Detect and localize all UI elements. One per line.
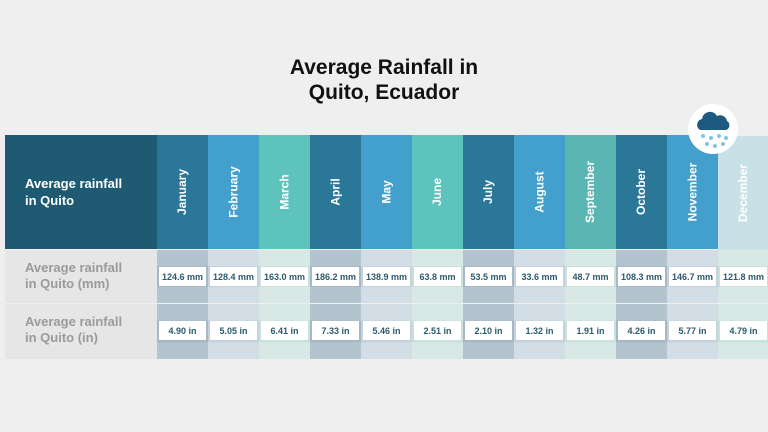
value-label: 128.4 mm bbox=[210, 267, 257, 286]
value-label: 5.05 in bbox=[210, 321, 257, 340]
value-label: 138.9 mm bbox=[363, 267, 410, 286]
rain-cloud-icon bbox=[688, 104, 738, 154]
month-header: October bbox=[616, 135, 667, 249]
month-label: July bbox=[481, 179, 496, 205]
value-cell: 7.33 in bbox=[310, 304, 361, 359]
value-cell: 124.6 mm bbox=[157, 250, 208, 303]
value-label: 186.2 mm bbox=[312, 267, 359, 286]
value-cell: 2.10 in bbox=[463, 304, 514, 359]
value-label: 121.8 mm bbox=[720, 267, 767, 286]
month-label: December bbox=[736, 163, 751, 223]
value-label: 4.79 in bbox=[720, 321, 767, 340]
title-line: Quito, Ecuador bbox=[308, 81, 460, 104]
month-header: December bbox=[718, 136, 768, 250]
value-label: 48.7 mm bbox=[567, 267, 614, 286]
label-line: Average rainfall bbox=[25, 314, 123, 329]
value-label: 2.51 in bbox=[414, 321, 461, 340]
value-label: 5.46 in bbox=[363, 321, 410, 340]
value-label: 108.3 mm bbox=[618, 267, 665, 286]
value-cell: 1.91 in bbox=[565, 304, 616, 359]
month-label: April bbox=[328, 178, 343, 206]
month-header: February bbox=[208, 135, 259, 249]
month-label: March bbox=[277, 174, 292, 210]
month-header: January bbox=[157, 135, 208, 249]
month-label: June bbox=[430, 177, 445, 207]
header-line: in Quito bbox=[25, 193, 75, 208]
month-label: November bbox=[685, 162, 700, 222]
label-line: in Quito (in) bbox=[25, 330, 98, 345]
month-header: November bbox=[667, 135, 718, 249]
month-header: April bbox=[310, 135, 361, 249]
value-label: 63.8 mm bbox=[414, 267, 461, 286]
label-line: in Quito (mm) bbox=[25, 276, 110, 291]
value-cell: 4.79 in bbox=[718, 304, 768, 359]
value-cell: 63.8 mm bbox=[412, 250, 463, 303]
value-label: 5.77 in bbox=[669, 321, 716, 340]
value-cell: 163.0 mm bbox=[259, 250, 310, 303]
month-header: May bbox=[361, 135, 412, 249]
value-label: 1.91 in bbox=[567, 321, 614, 340]
value-cell: 53.5 mm bbox=[463, 250, 514, 303]
month-label: August bbox=[532, 171, 547, 213]
value-cell: 4.90 in bbox=[157, 304, 208, 359]
value-cell: 5.05 in bbox=[208, 304, 259, 359]
value-label: 7.33 in bbox=[312, 321, 359, 340]
value-cell: 4.26 in bbox=[616, 304, 667, 359]
header-label: Average rainfall in Quito bbox=[5, 135, 157, 249]
value-cell: 108.3 mm bbox=[616, 250, 667, 303]
row-label-mm: Average rainfall in Quito (mm) bbox=[5, 250, 157, 303]
value-cell: 33.6 mm bbox=[514, 250, 565, 303]
value-label: 146.7 mm bbox=[669, 267, 716, 286]
value-label: 33.6 mm bbox=[516, 267, 563, 286]
month-header: September bbox=[565, 135, 616, 249]
value-cell: 146.7 mm bbox=[667, 250, 718, 303]
month-header: June bbox=[412, 135, 463, 249]
value-cell: 5.77 in bbox=[667, 304, 718, 359]
value-cell: 138.9 mm bbox=[361, 250, 412, 303]
value-label: 53.5 mm bbox=[465, 267, 512, 286]
title-line: Average Rainfall in bbox=[289, 56, 479, 79]
value-label: 1.32 in bbox=[516, 321, 563, 340]
month-label: October bbox=[634, 168, 649, 216]
chart-title: Average Rainfall in Quito, Ecuador bbox=[0, 55, 768, 105]
header-line: Average rainfall bbox=[25, 176, 123, 191]
value-cell: 128.4 mm bbox=[208, 250, 259, 303]
value-label: 2.10 in bbox=[465, 321, 512, 340]
month-header: July bbox=[463, 135, 514, 249]
month-header: August bbox=[514, 135, 565, 249]
month-header: March bbox=[259, 135, 310, 249]
month-label: February bbox=[226, 166, 241, 218]
value-label: 6.41 in bbox=[261, 321, 308, 340]
value-cell: 48.7 mm bbox=[565, 250, 616, 303]
value-label: 163.0 mm bbox=[261, 267, 308, 286]
month-label: September bbox=[583, 160, 598, 224]
value-label: 124.6 mm bbox=[159, 267, 206, 286]
month-label: May bbox=[379, 180, 394, 204]
month-label: January bbox=[175, 168, 190, 216]
value-cell: 1.32 in bbox=[514, 304, 565, 359]
label-line: Average rainfall bbox=[25, 260, 123, 275]
value-label: 4.26 in bbox=[618, 321, 665, 340]
value-label: 4.90 in bbox=[159, 321, 206, 340]
row-label-in: Average rainfall in Quito (in) bbox=[5, 304, 157, 359]
value-cell: 121.8 mm bbox=[718, 250, 768, 303]
value-cell: 186.2 mm bbox=[310, 250, 361, 303]
value-cell: 5.46 in bbox=[361, 304, 412, 359]
value-cell: 2.51 in bbox=[412, 304, 463, 359]
value-cell: 6.41 in bbox=[259, 304, 310, 359]
